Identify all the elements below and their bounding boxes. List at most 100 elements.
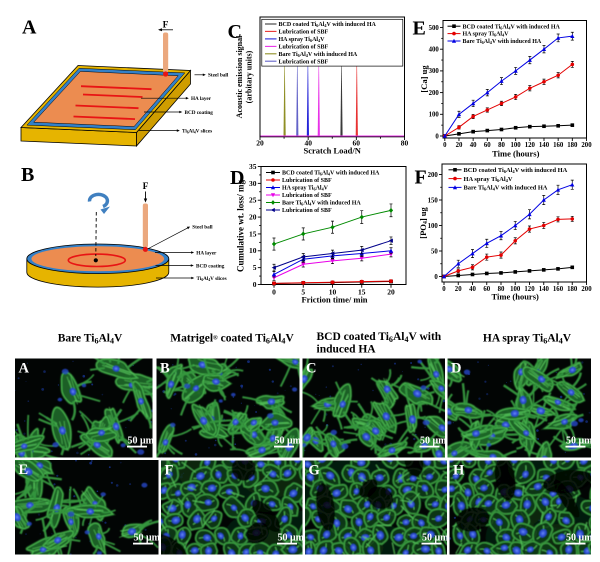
svg-text:5: 5 <box>253 263 257 272</box>
svg-text:25: 25 <box>249 196 257 205</box>
svg-text:50 μm: 50 μm <box>566 435 593 446</box>
svg-text:200: 200 <box>581 142 592 149</box>
svg-text:0: 0 <box>253 280 257 289</box>
svg-text:BCD coating: BCD coating <box>196 263 225 269</box>
svg-text:140: 140 <box>539 286 550 293</box>
svg-text:Friction time/ min: Friction time/ min <box>301 295 367 305</box>
svg-text:Cumulative wt. loss/ mg: Cumulative wt. loss/ mg <box>236 180 246 272</box>
svg-text:300: 300 <box>429 68 440 75</box>
svg-text:50 μm: 50 μm <box>128 435 155 446</box>
svg-text:Lubrication of SBF: Lubrication of SBF <box>279 45 329 51</box>
svg-text:E: E <box>413 18 426 40</box>
svg-text:120: 120 <box>525 142 536 149</box>
svg-text:Matrigel® coated Ti6Al4V: Matrigel® coated Ti6Al4V <box>170 333 294 346</box>
svg-text:50 μm: 50 μm <box>134 532 161 543</box>
svg-text:A: A <box>19 361 30 377</box>
svg-text:0: 0 <box>443 142 447 149</box>
svg-text:(arbitary units): (arbitary units) <box>245 50 254 103</box>
svg-text:A: A <box>22 17 37 39</box>
svg-text:Lubrication of SBF: Lubrication of SBF <box>282 193 332 199</box>
svg-text:F: F <box>165 463 174 479</box>
svg-text:60: 60 <box>353 139 361 148</box>
svg-text:180: 180 <box>567 286 578 293</box>
svg-text:200: 200 <box>429 90 440 97</box>
svg-text:20: 20 <box>387 288 395 297</box>
svg-text:160: 160 <box>553 286 564 293</box>
svg-text:BCD coated Ti6Al4V with induce: BCD coated Ti6Al4V with induced HA <box>279 22 377 28</box>
svg-text:50 μm: 50 μm <box>420 435 447 446</box>
svg-text:200: 200 <box>428 172 439 179</box>
svg-text:[Ca] ug: [Ca] ug <box>419 65 429 93</box>
svg-text:40: 40 <box>470 142 477 149</box>
svg-text:Steel ball: Steel ball <box>192 225 213 231</box>
svg-text:Lubrication of SBF: Lubrication of SBF <box>282 208 332 214</box>
svg-text:20: 20 <box>456 142 463 149</box>
svg-text:50 μm: 50 μm <box>422 532 449 543</box>
svg-text:Lubrication of SBF: Lubrication of SBF <box>279 59 329 65</box>
svg-text:HA spray Ti6Al4V: HA spray Ti6Al4V <box>464 176 513 183</box>
svg-text:Ti6Al4V slices: Ti6Al4V slices <box>182 129 212 135</box>
svg-text:HA spray Ti6Al4V: HA spray Ti6Al4V <box>483 333 572 346</box>
svg-text:50: 50 <box>431 248 438 255</box>
svg-text:180: 180 <box>567 142 578 149</box>
svg-text:BCD coated Ti6Al4V with induce: BCD coated Ti6Al4V with induced HA <box>282 171 380 177</box>
svg-text:20: 20 <box>455 286 462 293</box>
svg-text:100: 100 <box>429 112 440 119</box>
svg-text:HA spray Ti6Al4V: HA spray Ti6Al4V <box>463 32 510 38</box>
svg-text:Steel ball: Steel ball <box>208 73 229 79</box>
svg-text:Scratch Load/N: Scratch Load/N <box>304 145 362 155</box>
svg-text:60: 60 <box>483 286 490 293</box>
svg-text:0: 0 <box>272 288 276 297</box>
svg-text:50 μm: 50 μm <box>278 532 305 543</box>
svg-text:Lubrication of SBF: Lubrication of SBF <box>279 30 329 36</box>
svg-text:E: E <box>19 462 29 478</box>
svg-text:140: 140 <box>539 142 550 149</box>
svg-text:5: 5 <box>301 288 305 297</box>
svg-text:HA layer: HA layer <box>191 96 212 102</box>
svg-text:50 μm: 50 μm <box>566 532 593 543</box>
svg-text:150: 150 <box>428 197 439 204</box>
svg-text:C: C <box>228 21 242 43</box>
svg-text:HA spray Ti6Al4V: HA spray Ti6Al4V <box>279 37 326 43</box>
svg-text:F: F <box>415 167 427 189</box>
svg-text:Time (hours): Time (hours) <box>492 292 539 302</box>
svg-text:60: 60 <box>484 142 491 149</box>
svg-text:D: D <box>451 361 461 377</box>
svg-text:HA spray Ti6Al4V: HA spray Ti6Al4V <box>282 186 329 192</box>
svg-text:BCD coated Ti6Al4V with: BCD coated Ti6Al4V with <box>317 331 442 344</box>
svg-text:160: 160 <box>553 142 564 149</box>
svg-text:Acoustic emission signal: Acoustic emission signal <box>235 35 244 118</box>
svg-text:500: 500 <box>429 25 440 32</box>
svg-text:C: C <box>306 361 316 377</box>
svg-text:Bare Ti6Al4V with induced HA: Bare Ti6Al4V with induced HA <box>279 52 358 58</box>
svg-text:100: 100 <box>510 286 521 293</box>
svg-text:Time (hours): Time (hours) <box>492 149 539 159</box>
svg-text:10: 10 <box>329 288 337 297</box>
svg-text:80: 80 <box>498 142 505 149</box>
svg-text:Bare Ti6Al4V: Bare Ti6Al4V <box>58 333 123 346</box>
svg-text:Ti6Al4V slices: Ti6Al4V slices <box>197 276 227 282</box>
svg-text:G: G <box>309 463 320 479</box>
svg-text:20: 20 <box>249 213 257 222</box>
svg-text:BCD coating: BCD coating <box>185 110 214 116</box>
svg-text:200: 200 <box>581 286 592 293</box>
svg-text:40: 40 <box>469 286 476 293</box>
svg-text:0: 0 <box>442 286 446 293</box>
svg-text:B: B <box>21 164 34 186</box>
svg-text:Bare Ti6Al4V with induced HA: Bare Ti6Al4V with induced HA <box>464 185 548 192</box>
svg-text:80: 80 <box>401 139 409 148</box>
svg-text:400: 400 <box>429 47 440 54</box>
svg-text:Lubrication of SBF: Lubrication of SBF <box>282 178 332 184</box>
svg-text:0: 0 <box>434 274 438 281</box>
svg-text:Bare Ti6Al4V with induced HA: Bare Ti6Al4V with induced HA <box>282 201 361 207</box>
svg-text:40: 40 <box>304 139 312 148</box>
svg-text:15: 15 <box>249 229 257 238</box>
svg-text:120: 120 <box>524 286 535 293</box>
svg-text:35: 35 <box>249 162 257 171</box>
svg-text:10: 10 <box>249 246 257 255</box>
svg-text:F: F <box>143 182 149 192</box>
svg-text:80: 80 <box>498 286 505 293</box>
svg-text:F: F <box>163 21 169 31</box>
svg-text:B: B <box>160 361 170 377</box>
svg-text:induced HA: induced HA <box>317 344 377 356</box>
